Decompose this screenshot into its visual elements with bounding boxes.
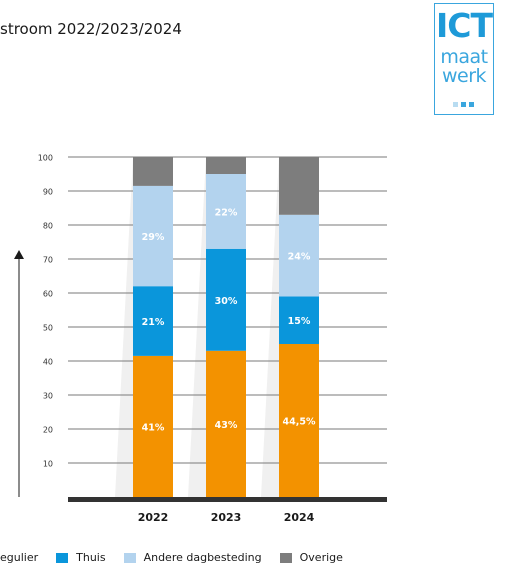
bar-2023-overige [206,157,246,174]
bar-2022-overige [133,157,173,186]
data-label-2022-0: 41% [142,422,165,433]
legend-swatch-overige [279,552,292,563]
bar-2023-andere-dagbesteding [206,174,246,249]
data-label-2024-0: 44,5% [283,417,316,428]
bar-2023-thuis [206,248,246,351]
logo-line-1: ICT [435,6,493,45]
x-axis-baseline [68,497,387,502]
legend-swatch-thuis [56,552,69,563]
x-tick-label-2022: 2022 [138,511,169,524]
bar-2022-andere-dagbesteding [133,185,173,287]
legend-swatch-andere-dagbesteding [123,552,136,563]
legend-label-thuis: Thuis [76,551,106,564]
x-tick-label-2024: 2024 [284,511,315,524]
y-tick-label-60: 60 [43,290,53,299]
legend-item-thuis: Thuis [56,551,106,564]
y-tick-label-90: 90 [43,188,53,197]
data-label-2023-0: 43% [215,420,238,431]
bar-2024-thuis [279,296,319,344]
legend-label-overige: Overige [299,551,343,564]
y-tick-label-20: 20 [43,426,53,435]
y-tick-label-100: 100 [38,154,53,163]
x-tick-label-2023: 2023 [211,511,242,524]
logo-line-3: werk [441,65,487,87]
legend-item-overige: Overige [279,551,343,564]
data-label-2022-1: 21% [142,317,165,328]
y-tick-label-50: 50 [43,324,53,333]
data-label-2024-1: 15% [288,316,311,327]
data-label-2023-1: 30% [215,296,238,307]
chart-legend: egulier Thuis Andere dagbesteding Overig… [0,551,343,564]
ict-maatwerk-logo: ICT maat werk [434,3,494,115]
bar-2022-thuis [133,286,173,356]
data-label-2023-2: 22% [215,207,238,218]
y-tick-label-10: 10 [43,460,53,469]
bar-2024-andere-dagbesteding [279,214,319,297]
bar-2024-egulier [279,344,319,497]
y-tick-label-80: 80 [43,222,53,231]
chart-title: stroom 2022/2023/2024 [0,20,182,38]
data-label-2024-2: 24% [288,252,311,263]
bar-2023-egulier [206,350,246,497]
legend-item-andere-dagbesteding: Andere dagbesteding [123,551,262,564]
y-axis-arrow-head [14,250,24,259]
y-tick-label-70: 70 [43,256,53,265]
legend-item-regulier: egulier [0,551,38,564]
bar-2024-overige [279,157,319,215]
data-label-2022-2: 29% [142,232,165,243]
bar-2022-egulier [133,355,173,497]
legend-label-regulier: egulier [0,551,39,564]
logo-line-2: maat [440,46,488,68]
y-tick-label-40: 40 [43,358,53,367]
stacked-bar-chart: 10 20 30 40 50 60 70 80 90 100 41% 21% 29% 2022 43% 30%… [14,154,387,524]
logo-dots [453,102,474,107]
legend-label-andere-dagbesteding: Andere dagbesteding [143,551,262,564]
y-tick-label-30: 30 [43,392,53,401]
